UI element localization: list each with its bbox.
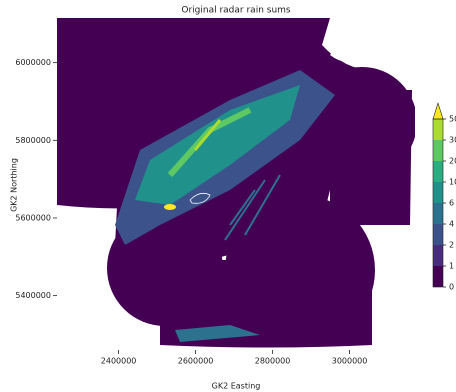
- colorbar-tick-label: 20: [449, 157, 456, 166]
- colorbar-tick-label: 0: [449, 283, 454, 292]
- radar-image: [57, 18, 417, 348]
- colorbar-tick-label: 30: [449, 136, 456, 145]
- colorbar-bin: [433, 182, 443, 203]
- colorbar-tick-label: 4: [449, 220, 454, 229]
- colorbar-tick-label: 1: [449, 262, 454, 271]
- colorbar-bin: [433, 119, 443, 140]
- x-axis-label: GK2 Easting: [212, 382, 261, 391]
- x-tick-label: 2800000: [255, 357, 291, 366]
- colorbar-tick-label: 50: [449, 115, 456, 124]
- colorbar-tick-label: 10: [449, 178, 456, 187]
- x-tick-label: 2400000: [101, 357, 137, 366]
- colorbar-bin: [433, 266, 443, 287]
- colorbar-bin: [433, 140, 443, 161]
- y-axis-label: GK2 Northing: [10, 158, 19, 212]
- x-tick-label: 2600000: [178, 357, 214, 366]
- chart-title: Original radar rain sums: [181, 6, 291, 16]
- y-tick-label: 5800000: [15, 136, 51, 145]
- y-tick-label: 5400000: [15, 291, 51, 300]
- colorbar-tick-label: 6: [449, 199, 454, 208]
- chart: Original radar rain sums GK2 Easting GK2…: [0, 0, 456, 392]
- colorbar-bin: [433, 245, 443, 266]
- colorbar-tick-label: 2: [449, 241, 454, 250]
- colorbar-bin: [433, 203, 443, 224]
- y-tick-label: 5600000: [15, 213, 51, 222]
- rain-peak: [164, 204, 176, 210]
- colorbar-bin: [433, 161, 443, 182]
- page: Original radar rain sums GK2 Easting GK2…: [0, 0, 456, 392]
- colorbar-extend: [433, 103, 443, 119]
- y-tick-label: 6000000: [15, 58, 51, 67]
- colorbar-bin: [433, 224, 443, 245]
- x-tick-label: 3000000: [332, 357, 368, 366]
